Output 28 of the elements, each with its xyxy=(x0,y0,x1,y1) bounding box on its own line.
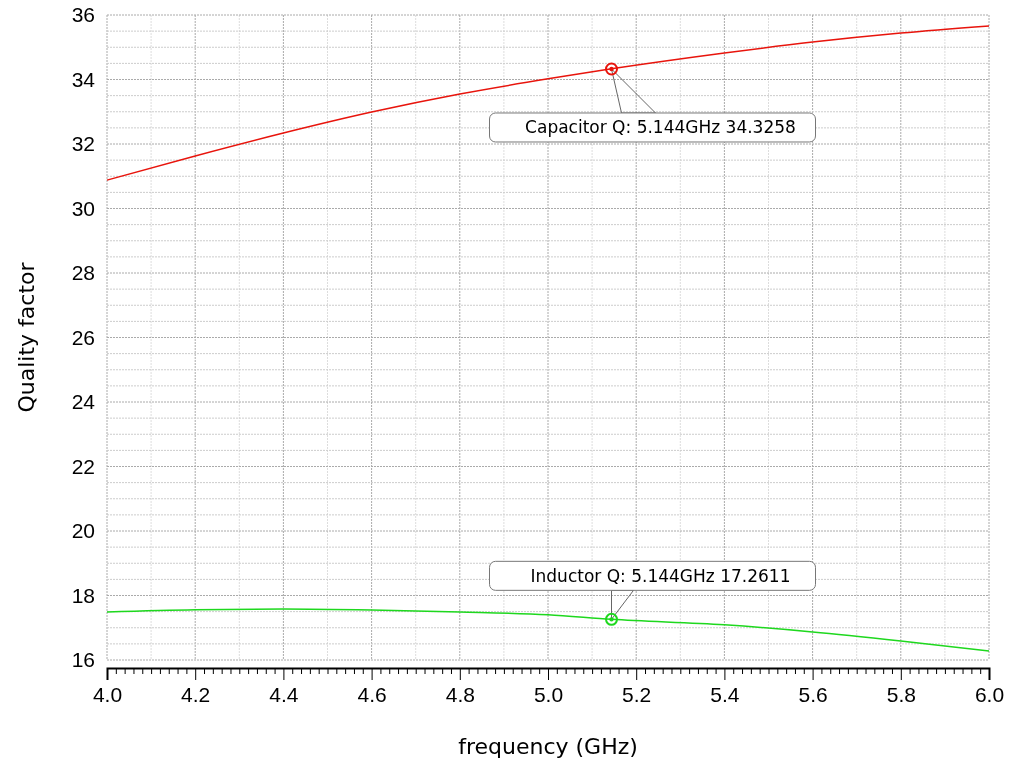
line-series xyxy=(106,608,990,652)
x-tick-label: 4.0 xyxy=(92,682,123,706)
x-tick-label: 5.8 xyxy=(886,682,916,706)
x-tick-label: 5.4 xyxy=(710,682,740,706)
y-tick-label: 36 xyxy=(71,3,95,27)
x-axis-title: frequency (GHz) xyxy=(458,734,638,759)
y-tick-label: 28 xyxy=(71,261,95,285)
y-tick-label: 30 xyxy=(71,196,95,220)
x-tick-label: 4.6 xyxy=(357,682,387,706)
x-tick-label: 6.0 xyxy=(974,682,1005,706)
x-tick-label: 5.6 xyxy=(798,682,828,706)
x-tick-label: 4.2 xyxy=(181,682,211,706)
annotation: Capacitor Q: 5.144GHz 34.3258 xyxy=(525,117,796,138)
y-tick-label: 16 xyxy=(71,648,95,672)
annotation: Inductor Q: 5.144GHz 17.2611 xyxy=(530,565,791,586)
y-tick-label: 20 xyxy=(71,519,95,543)
y-axis-title: Quality factor xyxy=(14,261,39,413)
x-tick-label: 5.0 xyxy=(533,682,564,706)
y-tick-label: 26 xyxy=(71,325,95,349)
y-tick-label: 34 xyxy=(71,67,96,91)
y-tick-label: 32 xyxy=(71,132,95,156)
line-series xyxy=(106,25,990,181)
x-tick-label: 4.8 xyxy=(445,682,475,706)
x-tick-label: 4.4 xyxy=(269,682,299,706)
y-tick-label: 24 xyxy=(71,390,96,414)
y-tick-label: 18 xyxy=(71,583,95,607)
x-tick-label: 5.2 xyxy=(622,682,652,706)
y-tick-label: 22 xyxy=(71,454,95,478)
